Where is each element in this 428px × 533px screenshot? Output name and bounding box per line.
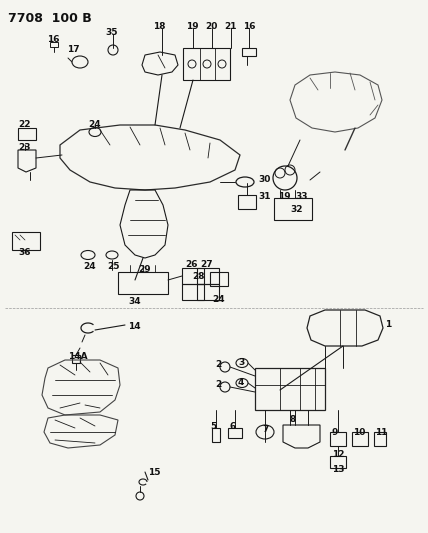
Text: 33: 33 — [295, 192, 307, 201]
Bar — [242, 48, 256, 56]
Text: 11: 11 — [375, 428, 387, 437]
Text: 21: 21 — [224, 22, 237, 31]
Text: 16: 16 — [243, 22, 256, 31]
Text: 29: 29 — [138, 265, 151, 274]
Text: 30: 30 — [258, 175, 270, 184]
Bar — [18, 128, 36, 140]
Text: 24: 24 — [88, 120, 101, 129]
Text: 19: 19 — [186, 22, 199, 31]
Text: 12: 12 — [332, 450, 345, 459]
Text: 20: 20 — [205, 22, 217, 31]
Text: 18: 18 — [153, 22, 166, 31]
Bar — [352, 432, 368, 446]
Text: 19: 19 — [278, 192, 291, 201]
Text: 6: 6 — [230, 422, 236, 431]
Text: 7: 7 — [262, 425, 268, 434]
Bar — [50, 42, 58, 47]
Text: 14A: 14A — [68, 352, 88, 361]
Text: 28: 28 — [192, 272, 205, 281]
Bar — [374, 432, 386, 446]
Bar — [12, 232, 40, 250]
Text: 17: 17 — [67, 45, 80, 54]
Text: 2: 2 — [215, 360, 221, 369]
Text: 16: 16 — [47, 35, 59, 44]
Bar — [182, 284, 204, 300]
Text: 35: 35 — [105, 28, 118, 37]
Text: 3: 3 — [238, 358, 244, 367]
Text: 26: 26 — [185, 260, 197, 269]
Bar — [118, 272, 168, 294]
Bar — [210, 272, 228, 286]
Text: 5: 5 — [210, 422, 216, 431]
Text: 25: 25 — [107, 262, 119, 271]
Text: 34: 34 — [128, 297, 141, 306]
Text: 15: 15 — [148, 468, 160, 477]
Text: 9: 9 — [332, 428, 339, 437]
Text: 36: 36 — [18, 248, 30, 257]
Bar — [255, 368, 325, 410]
Bar — [197, 268, 219, 284]
Text: 10: 10 — [353, 428, 366, 437]
Text: 27: 27 — [200, 260, 213, 269]
Text: 2: 2 — [215, 380, 221, 389]
Text: 8: 8 — [290, 415, 296, 424]
Bar — [228, 428, 242, 438]
Bar — [330, 456, 346, 468]
Bar — [212, 428, 220, 442]
Text: 14: 14 — [128, 322, 141, 331]
Text: 7708  100 B: 7708 100 B — [8, 12, 92, 25]
Bar — [197, 284, 219, 300]
Text: 24: 24 — [83, 262, 95, 271]
Text: 32: 32 — [290, 205, 303, 214]
Bar — [274, 198, 312, 220]
Text: 13: 13 — [332, 465, 345, 474]
Text: 22: 22 — [18, 120, 30, 129]
Text: 31: 31 — [258, 192, 270, 201]
Text: 4: 4 — [238, 378, 244, 387]
Bar — [182, 268, 204, 284]
Bar — [72, 355, 80, 363]
Text: 24: 24 — [212, 295, 225, 304]
Text: 1: 1 — [385, 320, 391, 329]
Bar — [330, 432, 346, 446]
Text: 23: 23 — [18, 143, 30, 152]
Bar — [238, 195, 256, 209]
